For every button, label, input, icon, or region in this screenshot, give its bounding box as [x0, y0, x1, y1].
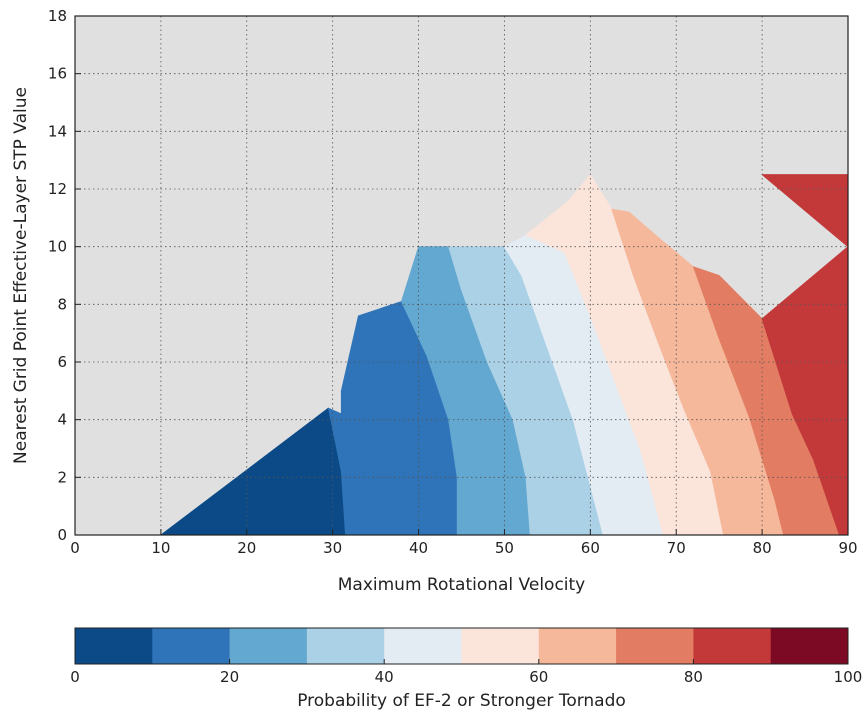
colorbar-frame	[74, 627, 849, 665]
colorbar-tick-labels: 0 20 40 60 80 100	[70, 659, 862, 686]
colorbar-tick-label: 100	[834, 668, 863, 686]
y-tick-labels: 0 2 4 6 8 10 12 14 16 18	[48, 7, 81, 544]
x-tick-label: 60	[581, 539, 600, 557]
plot-frame	[74, 15, 849, 536]
y-tick-label: 18	[48, 7, 67, 25]
y-tick-label: 0	[57, 526, 67, 544]
colorbar-segment	[538, 628, 617, 664]
colorbar-segment	[461, 628, 540, 664]
y-tick-label: 8	[57, 295, 67, 313]
colorbar-segment	[616, 628, 694, 664]
colorbar-segment	[306, 628, 385, 664]
y-tick-label: 4	[57, 411, 67, 429]
y-tick-label: 14	[48, 122, 67, 140]
colorbar-segment	[152, 628, 231, 664]
colorbar-segment	[229, 628, 308, 664]
colorbar-segment	[770, 628, 849, 664]
y-tick-label: 6	[57, 353, 67, 371]
colorbar	[74, 627, 849, 665]
x-axis-label: Maximum Rotational Velocity	[338, 575, 586, 595]
y-tick-label: 12	[48, 180, 67, 198]
x-tick-label: 70	[667, 539, 686, 557]
x-tick-label: 40	[409, 539, 428, 557]
x-tick-label: 90	[838, 539, 857, 557]
x-tick-label: 10	[151, 539, 170, 557]
y-axis-label: Nearest Grid Point Effective-Layer STP V…	[11, 87, 31, 464]
y-tick-label: 10	[48, 238, 67, 256]
colorbar-segment	[693, 628, 772, 664]
colorbar-tick-label: 20	[220, 668, 239, 686]
grid-lines	[75, 16, 848, 535]
colorbar-segment	[384, 628, 462, 664]
colorbar-label: Probability of EF-2 or Stronger Tornado	[297, 691, 626, 711]
x-tick-label: 80	[753, 539, 772, 557]
x-tick-label: 20	[237, 539, 256, 557]
colorbar-segment	[75, 628, 153, 664]
colorbar-tick-label: 60	[529, 668, 548, 686]
x-tick-labels: 0 10 20 30 40 50 60 70 80 90	[70, 529, 858, 557]
y-tick-label: 16	[48, 65, 67, 83]
colorbar-tick-label: 40	[375, 668, 394, 686]
colorbar-tick-label: 80	[684, 668, 703, 686]
y-tick-label: 2	[57, 468, 67, 486]
colorbar-tick-label: 0	[70, 668, 80, 686]
x-tick-label: 30	[323, 539, 342, 557]
x-tick-label: 50	[495, 539, 514, 557]
x-tick-label: 0	[70, 539, 80, 557]
